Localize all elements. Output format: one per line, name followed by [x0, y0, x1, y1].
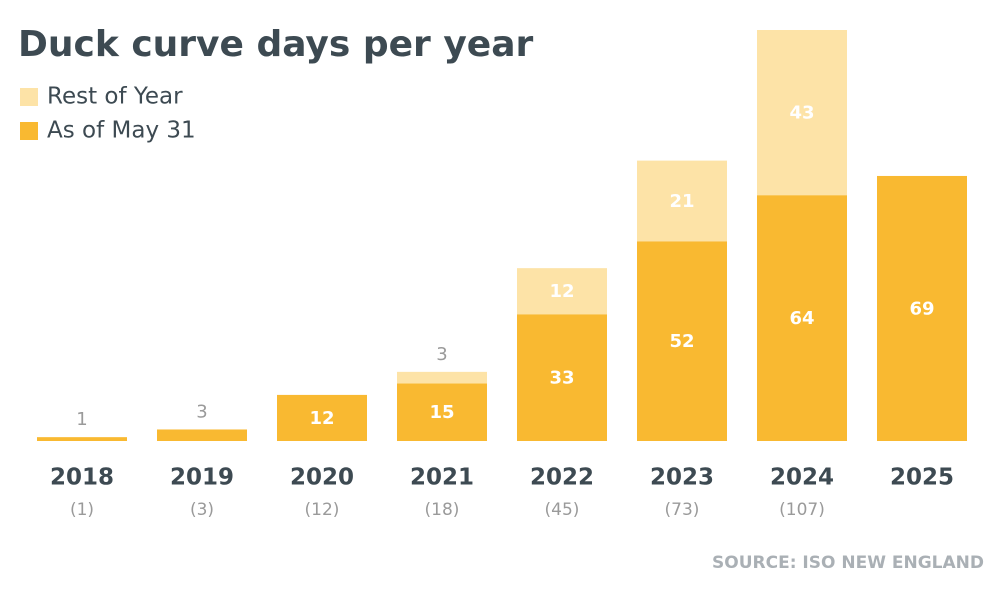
- data-label: 3: [436, 344, 447, 365]
- bar-segment: [397, 371, 487, 384]
- legend-label: As of May 31: [47, 118, 196, 144]
- x-tick-label: 2020: [290, 465, 354, 491]
- legend-label: Rest of Year: [47, 84, 183, 110]
- data-label: 21: [669, 191, 694, 212]
- x-tick-label: 2023: [650, 465, 714, 491]
- chart-title: Duck curve days per year: [18, 24, 533, 65]
- bar-segment: [877, 175, 967, 441]
- data-label: 3: [196, 401, 207, 422]
- data-label: 33: [549, 368, 574, 389]
- x-tick-label: 2019: [170, 465, 234, 491]
- legend-swatch: [20, 122, 38, 140]
- bar-segment: [757, 195, 847, 441]
- total-label: (107): [779, 500, 825, 520]
- source: SOURCE: ISO NEW ENGLAND: [712, 553, 984, 573]
- x-tick-label: 2021: [410, 465, 474, 491]
- bar-segment: [157, 429, 247, 441]
- legend-swatch: [20, 88, 38, 106]
- total-label: (12): [305, 500, 340, 520]
- bar-segment: [517, 268, 607, 315]
- bar-segment: [277, 394, 367, 441]
- total-label: (45): [545, 500, 580, 520]
- x-tick-label: 2018: [50, 465, 114, 491]
- bar-segment: [517, 314, 607, 441]
- data-label: 12: [549, 281, 574, 302]
- total-label: (1): [70, 500, 94, 520]
- data-label: 52: [669, 331, 694, 352]
- bar-segment: [757, 30, 847, 196]
- total-label: (18): [425, 500, 460, 520]
- total-label: (73): [665, 500, 700, 520]
- data-label: 15: [429, 402, 454, 423]
- data-label: 43: [789, 103, 814, 124]
- data-label: 64: [789, 308, 814, 329]
- bar-segment: [397, 383, 487, 441]
- bar-segment: [637, 160, 727, 242]
- total-label: (3): [190, 500, 214, 520]
- data-label: 69: [909, 298, 934, 319]
- bar-segment: [37, 437, 127, 441]
- x-tick-label: 2025: [890, 465, 954, 491]
- x-tick-label: 2024: [770, 465, 834, 491]
- x-tick-label: 2022: [530, 465, 594, 491]
- data-label: 1: [76, 409, 87, 430]
- bar-segment: [637, 241, 727, 441]
- data-label: 12: [309, 408, 334, 429]
